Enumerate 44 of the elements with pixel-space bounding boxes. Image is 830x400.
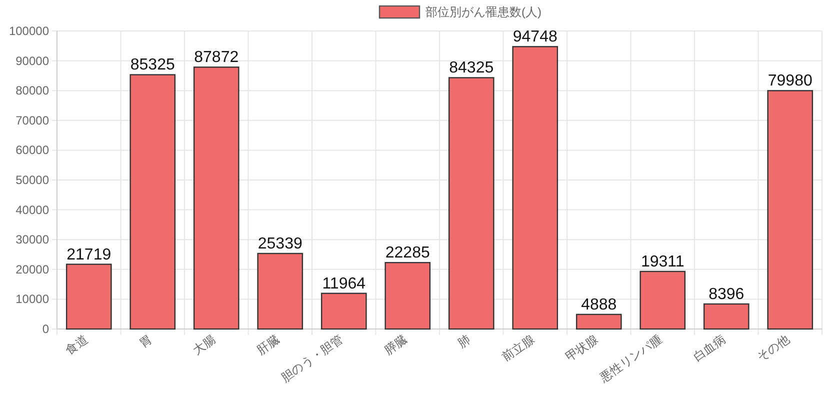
data-label: 85325 — [130, 56, 175, 74]
bar — [384, 262, 431, 330]
data-label: 25339 — [258, 235, 302, 252]
bar — [66, 264, 112, 330]
data-label: 22285 — [385, 244, 430, 262]
bar — [576, 314, 622, 330]
y-tick-label: 0 — [42, 322, 50, 336]
y-tick-label: 40000 — [16, 202, 50, 217]
x-tick-label: 白血病 — [690, 332, 728, 364]
bar — [193, 66, 240, 330]
x-tick-label: 膵臓 — [382, 332, 410, 358]
data-label: 84325 — [449, 60, 494, 77]
bar — [257, 252, 304, 330]
x-tick-label: 胃 — [136, 332, 154, 350]
y-tick-label: 10000 — [16, 292, 50, 306]
data-label: 79980 — [768, 72, 812, 90]
x-tick-label: その他 — [754, 332, 792, 364]
bar — [640, 270, 686, 330]
bar — [512, 46, 558, 330]
data-label: 8396 — [708, 286, 744, 303]
legend-label: 部位別がん罹患数(人) — [426, 5, 542, 19]
data-label: 19311 — [640, 253, 684, 270]
x-tick-label: 前立腺 — [499, 332, 537, 364]
data-label: 11964 — [322, 275, 366, 292]
y-tick-label: 90000 — [16, 54, 50, 68]
bar — [320, 292, 367, 330]
bar — [703, 303, 750, 330]
y-tick-label: 60000 — [16, 143, 50, 158]
y-tick-label: 50000 — [16, 173, 50, 187]
bar — [767, 90, 814, 330]
bar — [448, 77, 494, 330]
y-tick-label: 70000 — [16, 113, 50, 128]
y-tick-label: 100000 — [8, 24, 50, 38]
bar — [130, 74, 176, 330]
y-tick-label: 20000 — [16, 262, 50, 276]
data-label: 87872 — [194, 49, 239, 66]
x-tick-label: 肺 — [455, 332, 474, 350]
y-tick-label: 30000 — [16, 232, 50, 247]
data-label: 4888 — [581, 296, 617, 314]
x-tick-label: 食道 — [62, 332, 91, 358]
data-label: 94748 — [512, 28, 558, 46]
y-tick-label: 80000 — [16, 84, 50, 98]
x-tick-label: 大腸 — [190, 332, 218, 358]
data-label: 21719 — [66, 246, 112, 264]
